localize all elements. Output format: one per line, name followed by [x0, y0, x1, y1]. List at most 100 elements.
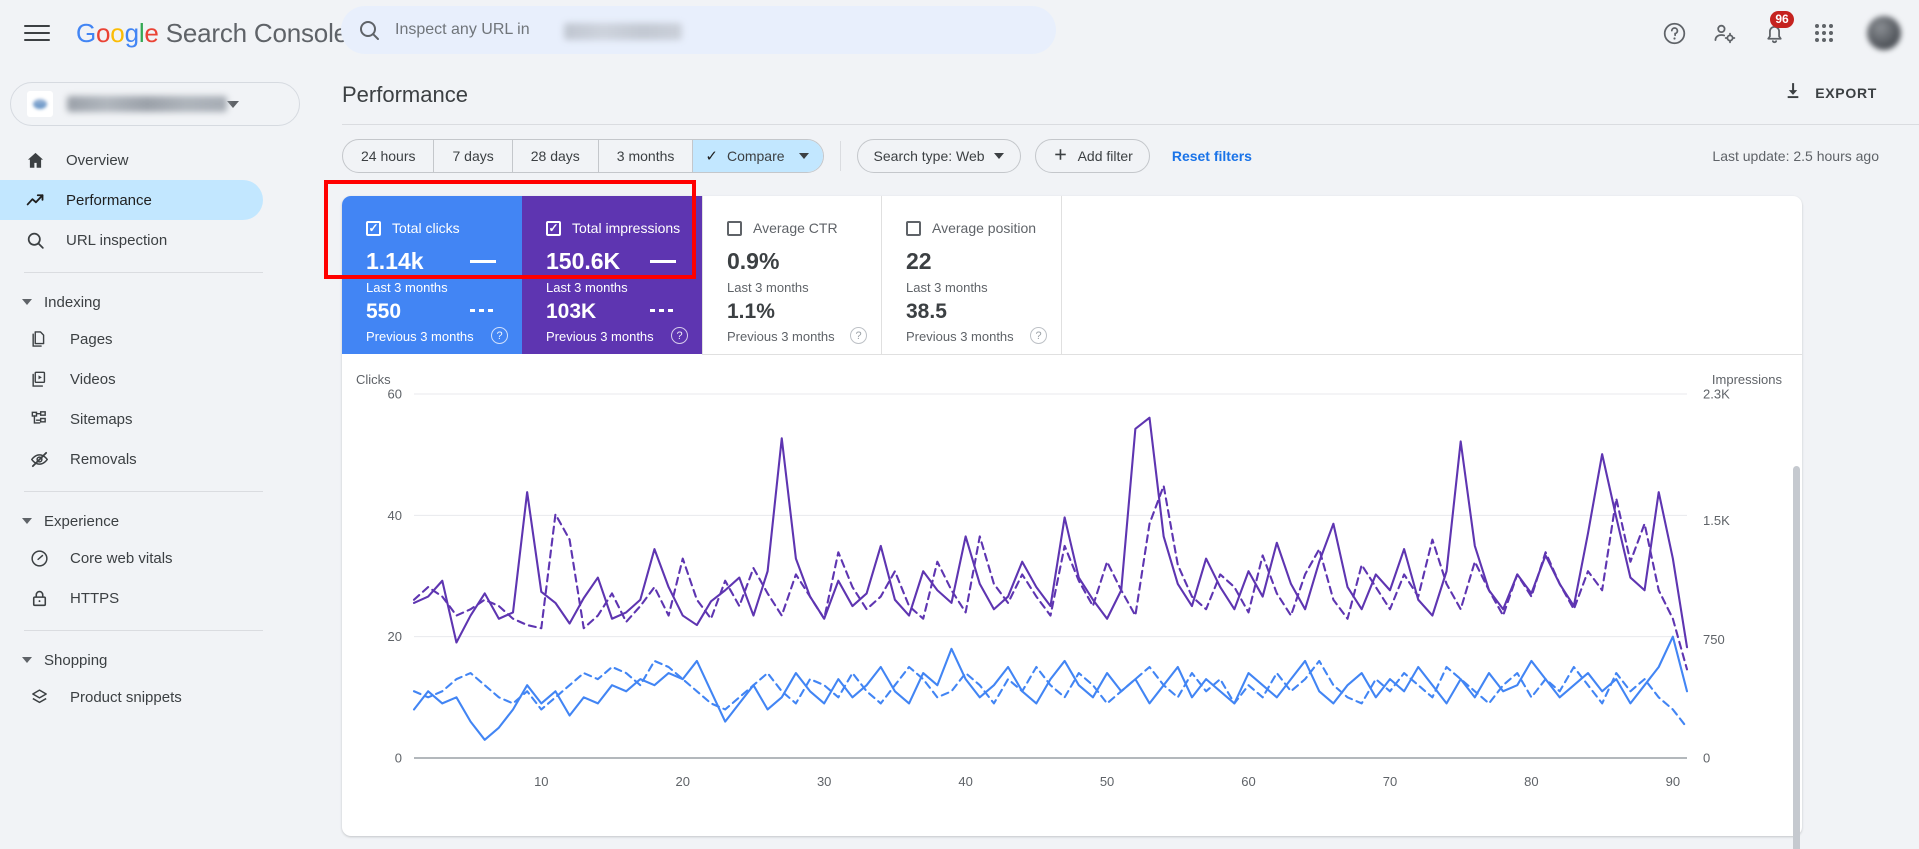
- property-selector[interactable]: [10, 82, 300, 126]
- metric-label: Average CTR: [753, 220, 838, 236]
- sidebar-item-sitemaps[interactable]: Sitemaps: [0, 399, 263, 439]
- search-type-filter[interactable]: Search type: Web: [856, 139, 1021, 173]
- help-icon[interactable]: ?: [1030, 327, 1047, 344]
- apps-grid-icon[interactable]: [1811, 20, 1837, 46]
- sidebar-item-label: Product snippets: [70, 688, 182, 706]
- chevron-down-icon: [993, 153, 1004, 159]
- sidebar-divider: [24, 630, 263, 631]
- metric-card-average-position[interactable]: Average position 22 Last 3 months 38.5 P…: [882, 196, 1062, 354]
- svg-text:0: 0: [395, 751, 402, 766]
- notifications-bell-icon[interactable]: 96: [1761, 11, 1794, 46]
- metric-card-header[interactable]: Average position: [906, 220, 1036, 236]
- last-update-text: Last update: 2.5 hours ago: [1712, 148, 1879, 164]
- sidebar-item-videos[interactable]: Videos: [0, 359, 263, 399]
- svg-text:30: 30: [817, 774, 831, 789]
- metric-value: 150.6K: [546, 248, 621, 274]
- svg-text:70: 70: [1383, 774, 1397, 789]
- svg-text:1.5K: 1.5K: [1703, 513, 1730, 528]
- chevron-down-icon: [22, 518, 32, 524]
- metric-period: Last 3 months: [727, 280, 809, 295]
- sidebar-item-url-inspection[interactable]: URL inspection: [0, 220, 263, 260]
- svg-text:750: 750: [1703, 632, 1725, 647]
- range-3-months[interactable]: 3 months: [599, 140, 694, 172]
- check-icon: ✓: [705, 148, 718, 165]
- sidebar-item-https[interactable]: HTTPS: [0, 578, 263, 618]
- range-24-hours[interactable]: 24 hours: [343, 140, 435, 172]
- help-icon[interactable]: ?: [491, 327, 508, 344]
- metric-value: 1.14k: [366, 248, 424, 274]
- range-7-days[interactable]: 7 days: [434, 140, 513, 172]
- checkbox-total-clicks[interactable]: [366, 220, 381, 236]
- chart-scrollbar[interactable]: [1791, 466, 1802, 849]
- svg-text:40: 40: [958, 774, 972, 789]
- search-input[interactable]: [395, 21, 1040, 39]
- url-inspection-search[interactable]: [341, 6, 1056, 54]
- main-content: Performance EXPORT 24 hours 7 days 28 da…: [320, 66, 1919, 849]
- svg-text:80: 80: [1524, 774, 1538, 789]
- layers-icon: [28, 686, 50, 708]
- sidebar-primary-list: Overview Performance URL inspection: [0, 140, 320, 260]
- svg-text:40: 40: [388, 508, 402, 523]
- sidebar-item-core-web-vitals[interactable]: Core web vitals: [0, 538, 263, 578]
- metric-label: Total clicks: [392, 220, 460, 236]
- metric-card-row: Total clicks 1.14k Last 3 months 550 Pre…: [324, 180, 1062, 354]
- help-icon[interactable]: ?: [671, 327, 688, 344]
- hamburger-menu-icon[interactable]: [24, 18, 54, 48]
- chevron-down-icon: [227, 100, 239, 108]
- sidebar-item-overview[interactable]: Overview: [0, 140, 263, 180]
- metric-card-header[interactable]: Average CTR: [727, 220, 838, 236]
- sidebar-item-product-snippets[interactable]: Product snippets: [0, 677, 263, 717]
- svg-text:0: 0: [1703, 751, 1710, 766]
- metric-card-total-clicks[interactable]: Total clicks 1.14k Last 3 months 550 Pre…: [324, 180, 696, 354]
- metric-card-header[interactable]: Total impressions: [546, 220, 680, 236]
- sidebar-group-shopping[interactable]: Shopping: [0, 643, 320, 677]
- sidebar-item-label: Removals: [70, 450, 137, 468]
- page-header: Performance EXPORT: [320, 66, 1919, 125]
- export-label: EXPORT: [1815, 84, 1877, 101]
- sidebar-item-label: Sitemaps: [70, 410, 133, 428]
- help-icon[interactable]: ?: [850, 327, 867, 344]
- user-settings-icon[interactable]: [1711, 20, 1737, 46]
- metric-period: Last 3 months: [546, 280, 628, 295]
- chart-y-axis-left-title: Clicks: [356, 372, 391, 387]
- metric-card-header[interactable]: Total clicks: [366, 220, 460, 236]
- sidebar-item-label: HTTPS: [70, 589, 120, 607]
- sidebar-nav: Overview Performance URL inspection Inde…: [0, 66, 320, 849]
- metric-card-total-impressions[interactable]: Total impressions 150.6K Last 3 months 1…: [522, 196, 702, 354]
- header-divider: [342, 124, 1919, 125]
- sidebar-group-indexing[interactable]: Indexing: [0, 285, 320, 319]
- range-28-days[interactable]: 28 days: [513, 140, 599, 172]
- checkbox-average-ctr[interactable]: [727, 220, 742, 236]
- export-button[interactable]: EXPORT: [1782, 80, 1877, 105]
- svg-text:90: 90: [1666, 774, 1680, 789]
- metric-value: 22: [906, 248, 932, 274]
- svg-text:20: 20: [676, 774, 690, 789]
- app-logo-title: Google Search Console: [76, 17, 348, 48]
- metric-period: Last 3 months: [906, 280, 988, 295]
- checkbox-total-impressions[interactable]: [546, 220, 561, 236]
- date-range-segmented-control: 24 hours 7 days 28 days 3 months ✓ Compa…: [342, 139, 824, 173]
- sidebar-group-experience[interactable]: Experience: [0, 504, 320, 538]
- metric-card-average-ctr[interactable]: Average CTR 0.9% Last 3 months 1.1% Prev…: [702, 196, 882, 354]
- metric-value: 0.9%: [727, 248, 780, 274]
- reset-filters-link[interactable]: Reset filters: [1171, 148, 1252, 164]
- performance-chart: Clicks Impressions 0 20 40 60 0 750 1.5K 2.3K 10…: [342, 366, 1802, 849]
- metric-prev-period: Previous 3 months: [366, 329, 474, 344]
- checkbox-average-position[interactable]: [906, 220, 921, 236]
- svg-text:60: 60: [1241, 774, 1255, 789]
- compare-toggle[interactable]: ✓ Compare: [693, 140, 823, 172]
- compare-label: Compare: [726, 148, 785, 164]
- metric-period: Last 3 months: [366, 280, 448, 295]
- sidebar-item-removals[interactable]: Removals: [0, 439, 263, 479]
- sidebar-item-pages[interactable]: Pages: [0, 319, 263, 359]
- help-icon[interactable]: [1661, 20, 1687, 46]
- account-avatar[interactable]: [1867, 16, 1901, 50]
- sidebar-item-performance[interactable]: Performance: [0, 180, 263, 220]
- property-favicon: [27, 91, 53, 117]
- metric-prev-period: Previous 3 months: [906, 329, 1014, 344]
- svg-text:2.3K: 2.3K: [1703, 387, 1730, 402]
- dashed-line-legend-marker: [650, 309, 676, 312]
- sidebar-item-label: Core web vitals: [70, 549, 173, 567]
- add-filter-button[interactable]: Add filter: [1034, 139, 1150, 173]
- chart-plot-area: 0 20 40 60 0 750 1.5K 2.3K 10 20 30 40 50 60 70 80 90: [388, 387, 1731, 790]
